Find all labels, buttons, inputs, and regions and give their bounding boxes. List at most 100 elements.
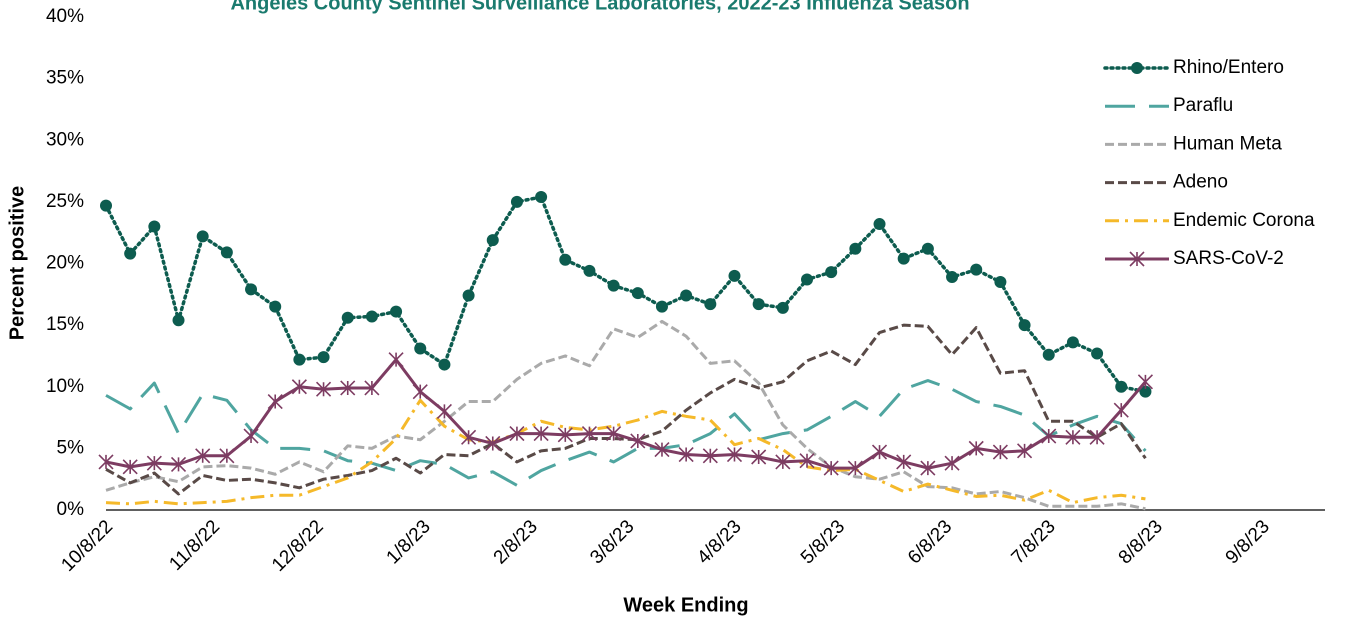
y-tick-label: 10%: [46, 376, 84, 397]
point: [461, 429, 477, 445]
point: [607, 279, 620, 292]
point: [654, 442, 670, 458]
point: [98, 454, 114, 470]
point: [412, 384, 428, 400]
x-tick-label: 1/8/23: [383, 516, 435, 568]
x-tick-label: 9/8/23: [1222, 516, 1274, 568]
point: [630, 433, 646, 449]
point: [146, 455, 162, 471]
point: [170, 456, 187, 472]
series: [100, 190, 1152, 398]
point: [823, 460, 839, 476]
point: [847, 460, 863, 476]
point: [801, 273, 814, 286]
y-tick-label: 5%: [57, 437, 85, 458]
point: [1065, 429, 1081, 445]
point: [970, 263, 983, 276]
series-line: [105, 323, 1147, 496]
point: [436, 403, 452, 419]
point: [1066, 336, 1079, 349]
point: [267, 393, 283, 410]
point: [365, 310, 378, 323]
point: [124, 247, 137, 260]
legend-label: Paraflu: [1173, 95, 1233, 116]
point: [243, 428, 259, 444]
legend-label: Rhino/Entero: [1173, 57, 1284, 78]
point: [728, 269, 741, 282]
point: [581, 426, 598, 442]
point: [655, 300, 668, 313]
x-tick-label: 5/8/23: [797, 516, 849, 568]
legend-marker: [1131, 62, 1143, 74]
point: [1091, 347, 1104, 360]
point: [100, 199, 112, 212]
series: [105, 398, 1146, 506]
point: [219, 448, 235, 464]
y-tick-label: 0%: [57, 499, 85, 520]
point: [1089, 429, 1105, 445]
point: [291, 379, 307, 395]
point: [148, 220, 161, 233]
y-tick-label: 30%: [46, 129, 84, 150]
point: [631, 287, 644, 300]
point: [533, 426, 549, 442]
point: [1139, 385, 1152, 398]
legend-label: Adeno: [1173, 172, 1228, 193]
x-axis-title: Week Ending: [623, 594, 748, 616]
y-tick-label: 25%: [46, 191, 84, 212]
point: [557, 427, 573, 443]
series: [105, 379, 1147, 487]
x-tick-label: 10/8/22: [57, 516, 117, 576]
point: [269, 300, 282, 313]
point: [1017, 443, 1033, 459]
point: [775, 454, 791, 470]
series: [105, 323, 1147, 496]
y-tick-label: 40%: [46, 6, 84, 27]
point: [583, 264, 596, 277]
point: [485, 435, 501, 452]
point: [799, 453, 815, 469]
point: [1137, 374, 1153, 390]
y-tick-label: 20%: [46, 253, 84, 274]
point: [994, 275, 1007, 288]
legend-label: Human Meta: [1173, 133, 1282, 154]
point: [968, 440, 984, 456]
point: [897, 252, 910, 265]
point: [849, 242, 862, 255]
point: [606, 426, 622, 442]
x-tick-label: 4/8/23: [693, 516, 745, 568]
point: [678, 446, 694, 463]
point: [776, 301, 789, 314]
series: [105, 319, 1146, 511]
point: [317, 351, 330, 364]
point: [726, 446, 743, 463]
point: [702, 448, 718, 464]
point: [946, 271, 959, 284]
x-tick-label: 8/8/23: [1115, 516, 1167, 568]
point: [751, 449, 767, 465]
point: [1018, 319, 1031, 332]
point: [438, 358, 451, 371]
point: [340, 380, 356, 396]
point: [535, 190, 548, 203]
point: [220, 246, 233, 259]
chart-title: Angeles County Sentinel Surveillance Lab…: [230, 0, 969, 14]
point: [1113, 402, 1129, 418]
point: [704, 298, 717, 311]
series-line: [105, 358, 1147, 470]
point: [172, 314, 185, 327]
point: [920, 460, 936, 476]
point: [293, 353, 306, 366]
point: [390, 305, 403, 318]
x-tick-label: 3/8/23: [586, 516, 638, 568]
point: [195, 448, 211, 464]
x-tick-label: 12/8/22: [268, 516, 328, 576]
x-tick-label: 11/8/22: [165, 516, 224, 575]
y-axis-title: Percent positive: [6, 186, 28, 341]
series-line: [105, 379, 1147, 487]
point: [510, 195, 523, 208]
series-line: [105, 398, 1146, 506]
point: [364, 380, 380, 396]
x-tick-label: 2/8/23: [490, 516, 542, 568]
